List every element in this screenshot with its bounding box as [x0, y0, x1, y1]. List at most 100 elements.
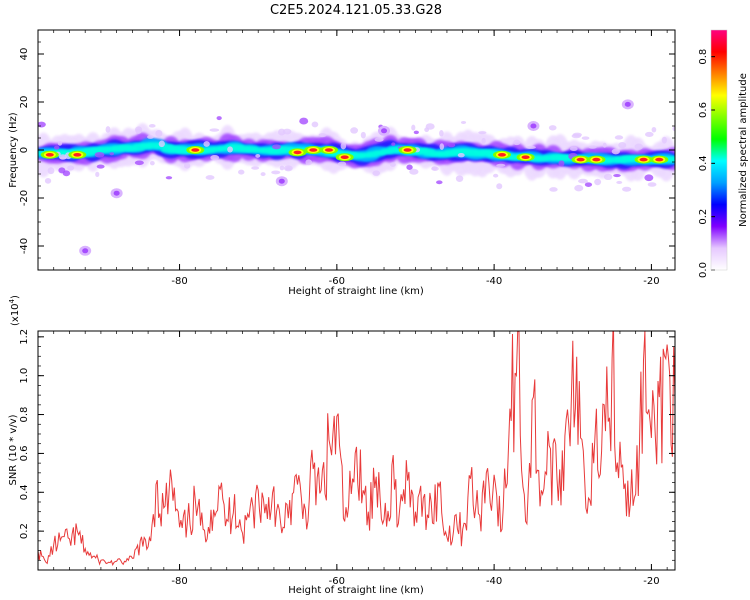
y-tick-label: 0.8 [19, 407, 30, 423]
spectrogram-speckle [299, 117, 309, 125]
x-tick-label: -80 [171, 276, 187, 287]
spectrogram-speckle [391, 142, 396, 146]
spectrogram-speckle [158, 140, 165, 148]
spectrogram-speckle [672, 126, 675, 132]
spectrogram-speckle [255, 154, 261, 158]
spectrogram-speckle [67, 165, 75, 171]
spectrogram-blob-core [278, 178, 285, 184]
spectrogram-x-ticks: -80 -60 -40 -20 [37, 30, 668, 287]
spectrogram-speckle [147, 135, 154, 139]
spectrogram-speckle [439, 143, 445, 150]
spectrogram-speckle [588, 145, 597, 149]
colorbar-tick-label: 0.0 [698, 262, 709, 278]
colorbar-tick-label: 0.8 [698, 49, 709, 65]
spectrogram-hotspot-core [309, 148, 318, 152]
spectrogram-hotspot-core [191, 148, 200, 152]
spectrogram-hotspot-core [45, 153, 54, 157]
x-tick-label: -20 [643, 276, 659, 287]
spectrogram-speckle [59, 156, 67, 160]
spectrogram-speckle [95, 171, 100, 178]
colorbar-tick-label: 0.4 [698, 155, 709, 171]
spectrogram-speckle [581, 136, 590, 140]
spectrogram-speckle [618, 141, 627, 149]
spectrogram-speckle [350, 127, 359, 134]
spectrogram-speckle [374, 137, 384, 142]
spectrogram-speckle [526, 145, 536, 149]
spectrogram-speckle [411, 124, 416, 131]
spectrogram-x-axis-label: Height of straight line (km) [288, 286, 424, 297]
snr-series-line [38, 331, 675, 567]
spectrogram-speckle [216, 116, 222, 121]
spectrogram-panel: -40 -20 0 20 40 -80 -60 -40 -20 Height of strai… [8, 29, 676, 297]
spectrogram-speckle [210, 155, 220, 161]
spectrogram-speckle [279, 165, 285, 171]
spectrogram-speckle [570, 146, 578, 151]
spectrogram-speckle [594, 178, 602, 186]
spectrogram-speckle [109, 152, 114, 156]
y-tick-label: 20 [19, 96, 30, 109]
colorbar-tick-label: 0.6 [698, 102, 709, 118]
snr-x-ticks: -80 -60 -40 -20 [37, 331, 668, 587]
x-tick-label: -40 [486, 576, 502, 587]
colorbar-gradient [711, 30, 727, 270]
spectrogram-hotspot-core [73, 153, 82, 157]
snr-panel: 0.2 0.4 0.6 0.8 1.0 1.2 -80 -60 -40 -20 Height o… [8, 295, 676, 596]
y-tick-label: 0.4 [19, 484, 30, 500]
y-tick-label: 1.0 [19, 368, 30, 384]
spectrogram-speckle [616, 180, 623, 184]
spectrogram-speckle [431, 166, 438, 171]
spectrogram-speckle [318, 133, 327, 138]
spectrogram-speckle [496, 183, 503, 190]
x-tick-label: -20 [643, 576, 659, 587]
spectrogram-speckle [413, 130, 419, 135]
spectrogram-speckle [613, 173, 621, 178]
spectrogram-speckle [149, 160, 155, 166]
spectrogram-speckle [54, 145, 60, 150]
spectrogram-speckle [574, 184, 584, 192]
spectrogram-speckle [558, 160, 565, 167]
spectrogram-speckle [548, 125, 557, 131]
spectrogram-speckle [614, 135, 624, 140]
spectrogram-speckle [372, 170, 381, 176]
spectrogram-speckle [283, 165, 293, 172]
spectrogram-speckle [305, 159, 313, 166]
spectrogram-speckle [134, 126, 143, 134]
x-tick-label: -40 [486, 276, 502, 287]
spectrogram-speckle [203, 141, 210, 147]
y-tick-label: 0 [19, 147, 30, 153]
spectrogram-y-axis-label: Frequency (Hz) [8, 112, 19, 188]
spectrogram-speckle [439, 130, 444, 137]
spectrogram-hotspot-core [521, 155, 530, 159]
spectrogram-speckle [457, 152, 465, 158]
spectrogram-speckle [644, 174, 654, 182]
spectrogram-speckle [389, 162, 396, 167]
spectrogram-speckle [272, 144, 281, 150]
spectrogram-hotspot-core [293, 150, 302, 155]
snr-y-scale-prefix: (x10 [10, 303, 21, 326]
spectrogram-blob-core [624, 101, 631, 107]
spectrogram-speckle [311, 121, 319, 128]
spectrogram-speckle [238, 169, 245, 175]
spectrogram-speckle [602, 142, 607, 148]
spectrogram-blob-core [381, 128, 388, 134]
spectrogram-speckle [478, 131, 487, 135]
spectrogram-speckle [337, 161, 347, 167]
snr-y-scale-label: (x104) [8, 295, 21, 326]
spectrogram-speckle [513, 139, 521, 146]
colorbar-outline [710, 29, 728, 271]
spectrogram-speckle [105, 126, 111, 133]
spectrogram-speckle [460, 120, 467, 124]
snr-frame [37, 330, 676, 571]
y-tick-label: 40 [19, 48, 30, 61]
spectrogram-speckle [251, 166, 260, 170]
spectrogram-speckle [58, 167, 66, 174]
spectrogram-hotspot-core [340, 155, 349, 159]
x-tick-label: -60 [329, 576, 345, 587]
spectrogram-speckle [409, 168, 419, 175]
spectrogram-speckle [148, 124, 156, 128]
spectrogram-y-ticks: -40 -20 0 20 40 [19, 29, 675, 271]
spectrogram-speckle [227, 146, 233, 153]
spectrogram-heatmap [38, 99, 675, 256]
snr-y-ticks: 0.2 0.4 0.6 0.8 1.0 1.2 [19, 329, 675, 571]
y-tick-label: -40 [19, 238, 30, 254]
